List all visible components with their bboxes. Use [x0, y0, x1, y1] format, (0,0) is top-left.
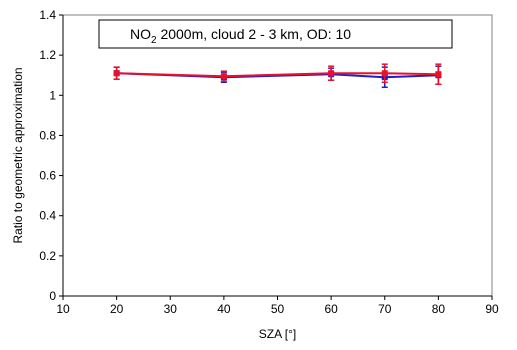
- chart-title-subscript: 2: [151, 35, 157, 46]
- axis-ticks: 10 20 30 40 50 60 70 80 90 0 0.2 0.4 0.6 0.8 1 1.2 1.4: [39, 8, 499, 316]
- y-tick-label: 0.4: [39, 209, 56, 223]
- data-point: [220, 73, 227, 80]
- x-tick-label: 40: [217, 302, 231, 316]
- x-tick-label: 60: [324, 302, 338, 316]
- plot-area: [62, 14, 493, 297]
- y-tick-label: 1.2: [39, 48, 56, 62]
- chart-title-rest: 2000m, cloud 2 - 3 km, OD: 10: [157, 26, 352, 42]
- x-axis-label: SZA [°]: [259, 327, 296, 341]
- series-2: [113, 63, 442, 85]
- data-point: [113, 70, 120, 77]
- y-tick-label: 0.8: [39, 128, 56, 142]
- chart-title-main: NO: [130, 26, 151, 42]
- chart-title: NO2 2000m, cloud 2 - 3 km, OD: 10: [130, 26, 351, 46]
- series-layer: [113, 63, 442, 89]
- data-point: [328, 70, 335, 77]
- x-tick-label: 70: [378, 302, 392, 316]
- x-tick-label: 90: [485, 302, 499, 316]
- y-tick-label: 1.4: [39, 8, 56, 22]
- data-point: [381, 70, 388, 77]
- y-tick-label: 0.6: [39, 169, 56, 183]
- chart-title-box: NO2 2000m, cloud 2 - 3 km, OD: 10: [98, 19, 453, 49]
- x-tick-label: 30: [164, 302, 178, 316]
- y-tick-label: 0.2: [39, 249, 56, 263]
- x-tick-label: 10: [56, 302, 70, 316]
- y-tick-label: 1: [49, 88, 56, 102]
- y-axis-label: Ratio to geometric approximation: [11, 67, 25, 243]
- plot-border: [62, 14, 493, 297]
- x-tick-label: 20: [110, 302, 124, 316]
- x-tick-label: 50: [271, 302, 285, 316]
- series-1: [113, 65, 442, 89]
- x-tick-label: 80: [432, 302, 446, 316]
- data-point: [435, 71, 442, 78]
- y-tick-label: 0: [49, 289, 56, 303]
